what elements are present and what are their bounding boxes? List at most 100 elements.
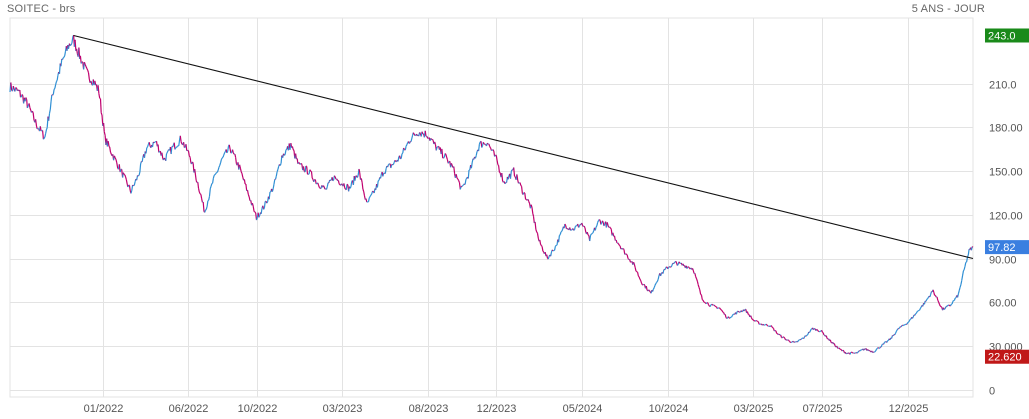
price-segment bbox=[147, 144, 149, 147]
price-segment bbox=[900, 325, 903, 328]
price-segment bbox=[246, 189, 249, 195]
price-segment bbox=[15, 86, 17, 89]
price-segment bbox=[99, 98, 102, 113]
price-segment bbox=[754, 320, 756, 322]
price-segment bbox=[240, 171, 243, 174]
price-segment bbox=[318, 185, 320, 188]
price-segment bbox=[945, 305, 948, 308]
price-segment bbox=[307, 173, 310, 175]
price-segment bbox=[951, 301, 954, 305]
price-segment bbox=[251, 202, 254, 207]
price-segment bbox=[880, 344, 883, 348]
price-segment bbox=[637, 275, 640, 278]
price-segment bbox=[917, 309, 920, 312]
price-segment bbox=[141, 157, 144, 162]
price-segment bbox=[822, 331, 824, 334]
y-tick-label: 210.0 bbox=[989, 80, 1017, 92]
price-segment bbox=[852, 352, 854, 354]
price-segment bbox=[847, 352, 849, 355]
price-segment bbox=[724, 314, 727, 318]
price-segment bbox=[214, 173, 217, 175]
price-segment bbox=[509, 171, 512, 179]
price-segment bbox=[919, 306, 922, 309]
price-segment bbox=[166, 150, 169, 153]
price-segment bbox=[940, 306, 943, 308]
price-segment bbox=[958, 287, 961, 291]
price-segment bbox=[456, 177, 459, 180]
price-segment bbox=[79, 55, 82, 64]
price-segment bbox=[775, 330, 778, 334]
price-segment bbox=[227, 146, 230, 152]
price-segment bbox=[938, 301, 940, 305]
price-segment bbox=[482, 142, 485, 145]
price-segment bbox=[812, 328, 815, 331]
x-tick-label: 08/2023 bbox=[409, 403, 449, 415]
y-tick-label: 180.00 bbox=[989, 123, 1023, 135]
price-segment bbox=[212, 175, 215, 179]
price-segment bbox=[860, 349, 862, 351]
price-segment bbox=[275, 171, 278, 177]
price-segment bbox=[586, 231, 589, 236]
price-segment bbox=[938, 303, 941, 307]
price-segment bbox=[623, 249, 626, 255]
price-segment bbox=[696, 281, 699, 285]
price-segment bbox=[179, 135, 182, 142]
price-segment bbox=[174, 147, 177, 150]
price-segment bbox=[750, 317, 753, 320]
price-segment bbox=[752, 319, 755, 321]
price-segment bbox=[936, 296, 939, 301]
price-segment bbox=[754, 320, 757, 322]
price-segment bbox=[29, 107, 32, 111]
price-segment bbox=[762, 323, 765, 326]
price-segment bbox=[963, 266, 966, 270]
price-segment bbox=[376, 180, 379, 188]
price-segment bbox=[797, 339, 800, 342]
price-segment bbox=[640, 280, 643, 284]
price-segment bbox=[569, 227, 572, 231]
price-segment bbox=[783, 336, 786, 339]
price-segment bbox=[128, 184, 130, 187]
price-segment bbox=[220, 159, 222, 163]
price-segment bbox=[285, 148, 288, 151]
price-segment bbox=[874, 350, 877, 353]
price-segment bbox=[581, 222, 584, 226]
price-segment bbox=[157, 144, 160, 153]
price-segment bbox=[483, 143, 486, 145]
price-segment bbox=[268, 191, 271, 200]
price-segment bbox=[55, 79, 58, 82]
price-segment bbox=[590, 233, 593, 235]
price-segment bbox=[421, 131, 424, 135]
price-segment bbox=[405, 144, 408, 147]
price-segment bbox=[873, 351, 876, 353]
price-segment bbox=[626, 254, 629, 259]
price-segment bbox=[656, 281, 658, 283]
price-segment bbox=[208, 196, 211, 201]
price-segment bbox=[21, 94, 24, 96]
price-segment bbox=[591, 232, 594, 235]
y-tick-label: 90.00 bbox=[989, 255, 1017, 267]
price-segment bbox=[226, 151, 229, 154]
price-segment bbox=[325, 186, 328, 190]
price-segment bbox=[729, 316, 732, 319]
price-segment bbox=[219, 162, 222, 166]
price-segment bbox=[197, 187, 200, 193]
price-segment bbox=[710, 303, 713, 306]
price-segment bbox=[235, 157, 237, 164]
price-segment bbox=[271, 188, 274, 192]
price-segment bbox=[845, 352, 848, 355]
price-segment bbox=[781, 336, 784, 339]
price-segment bbox=[908, 319, 911, 322]
price-segment bbox=[772, 327, 774, 329]
price-segment bbox=[766, 324, 769, 327]
price-segment bbox=[691, 268, 694, 271]
price-segment bbox=[953, 297, 956, 301]
price-segment bbox=[735, 311, 738, 315]
price-segment bbox=[816, 328, 818, 331]
price-segment bbox=[48, 113, 51, 121]
price-segment bbox=[598, 219, 601, 221]
price-segment bbox=[821, 330, 823, 333]
price-segment bbox=[187, 149, 189, 152]
price-segment bbox=[397, 156, 400, 162]
price-segment bbox=[165, 152, 168, 155]
price-segment bbox=[302, 166, 305, 172]
